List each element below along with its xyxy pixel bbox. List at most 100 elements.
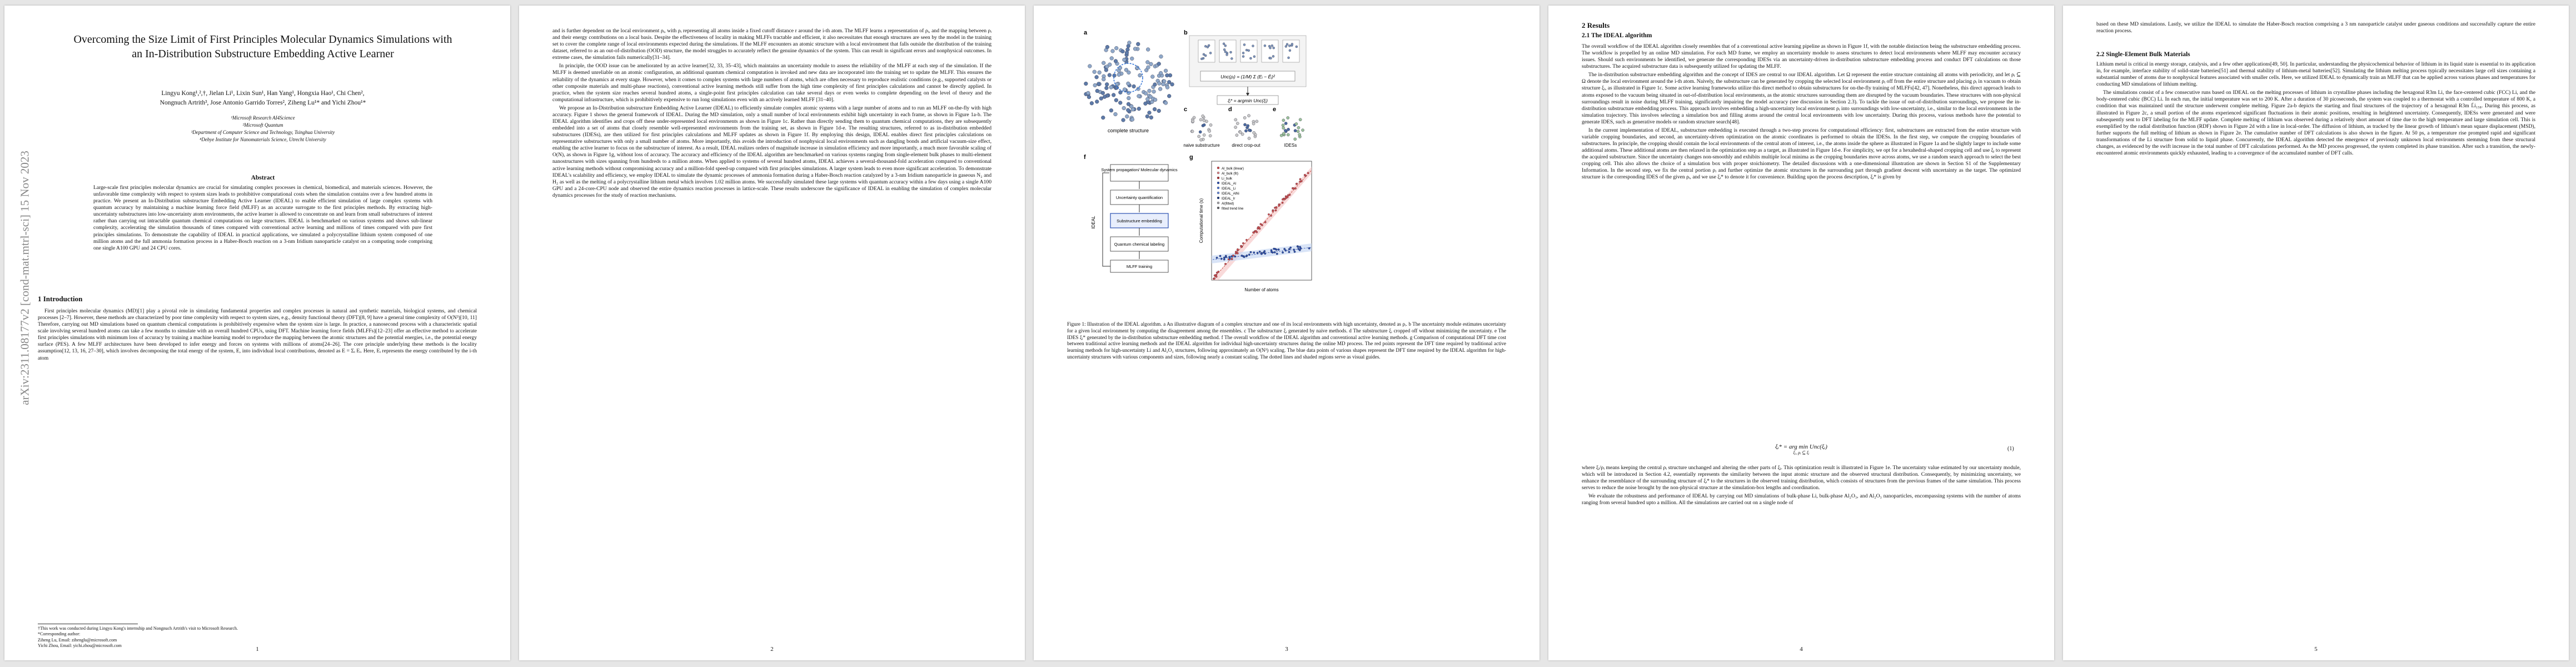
atom <box>1087 95 1092 99</box>
ensemble-model-box <box>1219 39 1237 63</box>
ensemble-atom <box>1247 49 1250 52</box>
ensemble-atom <box>1285 43 1289 46</box>
ideal-points <box>1215 245 1311 261</box>
traditional-point <box>1281 201 1284 204</box>
figure-1: a complete structure b Unc(ρᵢ) = (1/M) Σ… <box>1084 29 1312 292</box>
ideal-point <box>1264 252 1267 255</box>
footnotes: †This work was conducted during Lingyu K… <box>38 624 477 649</box>
atom <box>1104 68 1108 72</box>
ideal-point <box>1282 251 1284 254</box>
ensemble-models <box>1198 39 1300 63</box>
traditional-point <box>1237 248 1239 251</box>
substructure-atom <box>1202 123 1206 127</box>
author-list: Lingyu Kong¹,²,†, Jielan Li¹, Lixin Sun¹… <box>66 89 460 107</box>
ideal-point <box>1260 252 1263 255</box>
legend-marker <box>1217 186 1220 190</box>
atom <box>1165 85 1170 89</box>
ideal-point <box>1283 248 1286 250</box>
ideal-point <box>1277 248 1280 251</box>
legend-marker <box>1217 196 1220 200</box>
substructure-atom <box>1298 118 1302 122</box>
substructure-atom <box>1287 128 1290 131</box>
section-introduction-heading: 1 Introduction <box>38 295 83 303</box>
atom <box>1127 91 1131 95</box>
atom <box>1118 90 1123 94</box>
traditional-point <box>1215 271 1218 274</box>
atom <box>1101 116 1105 120</box>
traditional-point <box>1245 238 1248 241</box>
atom <box>1089 101 1094 106</box>
substructure-atom <box>1282 118 1285 122</box>
atom <box>1167 80 1172 84</box>
traditional-points <box>1213 172 1309 280</box>
ensemble-atom <box>1242 52 1245 54</box>
atom <box>1113 59 1118 63</box>
atom <box>1102 61 1106 65</box>
embed-formula: ξᵢ* = argmin Unc(ξᵢ) <box>1228 98 1268 103</box>
naive-substructure-atoms <box>1190 115 1213 142</box>
ensemble-atom <box>1270 44 1274 47</box>
legend-marker <box>1217 176 1220 180</box>
flow-loop-arrow <box>1102 172 1110 267</box>
page-number: 3 <box>1285 646 1288 653</box>
legend-entry: IDEAL_Al <box>1222 182 1236 186</box>
atom <box>1136 42 1140 46</box>
panel-f-label: f <box>1084 154 1086 161</box>
ideal-point <box>1308 247 1311 250</box>
panel-b-label: b <box>1184 29 1188 36</box>
substructure-atom <box>1293 137 1297 141</box>
substructure-atom <box>1246 124 1250 128</box>
atom <box>1145 114 1149 119</box>
substructure-atom <box>1294 122 1298 126</box>
arxiv-id-text: arXiv:2311.08177v2 [cond-mat.mtrl-sci] 1… <box>18 151 32 405</box>
panel-g-label: g <box>1189 154 1193 161</box>
substructure-atom <box>1208 130 1211 133</box>
substructure-atom <box>1282 132 1285 136</box>
flow-embedding-label: Substructure embedding <box>1117 218 1162 223</box>
ensemble-atom <box>1249 57 1252 60</box>
legend-marker <box>1217 166 1220 170</box>
ideal-point <box>1274 248 1277 250</box>
complete-structure-atoms <box>1084 41 1174 122</box>
atom <box>1163 68 1168 73</box>
atom <box>1105 82 1109 87</box>
ideal-point <box>1249 251 1252 253</box>
uncertainty-formula-box <box>1200 71 1296 82</box>
flow-box-md <box>1110 164 1169 182</box>
ideal-point <box>1225 256 1227 258</box>
substructure-atom <box>1201 115 1204 118</box>
atom <box>1099 96 1103 101</box>
local-environment-circle <box>1113 63 1143 93</box>
page5-paragraph-2: Lithium metal is critical in energy stor… <box>2096 61 2535 88</box>
ides-label: IDESs <box>1284 143 1297 148</box>
traditional-point <box>1292 187 1295 190</box>
atom <box>1136 87 1140 91</box>
atom <box>1108 62 1112 67</box>
atom <box>1146 65 1150 69</box>
uncertainty-formula: Unc(ρᵢ) = (1/M) Σ (Eᵢ − Ēᵢ)² <box>1220 74 1275 79</box>
ensemble-atom <box>1272 55 1275 58</box>
subsection-bulk-heading: 2.2 Single-Element Bulk Materials <box>2096 51 2190 58</box>
ideal-point <box>1220 257 1223 260</box>
atom <box>1133 47 1138 51</box>
flow-box-uncertainty <box>1110 190 1169 205</box>
equation-1-body: ξᵢ* = arg min Unc(ξᵢ) <box>1775 444 1827 450</box>
equation-1: ξᵢ* = arg min Unc(ξᵢ) ξᵢ, ρᵢ ⊆ ξᵢ <box>1715 444 1887 455</box>
ensemble-atom <box>1269 57 1272 59</box>
atom <box>1088 64 1092 68</box>
ensemble-atom <box>1243 43 1246 46</box>
atom <box>1127 41 1132 45</box>
affiliation-3: ³Department of Computer Science and Tech… <box>191 130 335 136</box>
substructure-atom <box>1202 133 1206 137</box>
atom <box>1127 96 1131 101</box>
ideal-point <box>1288 248 1291 251</box>
atom <box>1158 87 1163 91</box>
atom <box>1149 62 1153 66</box>
ensemble-atom <box>1206 46 1209 48</box>
panel-c-label: c <box>1184 106 1187 113</box>
flow-md-label: System propagation/ Molecular dynamics <box>1101 167 1177 172</box>
substructure-atom <box>1279 133 1283 137</box>
atom <box>1147 111 1152 115</box>
ideal-point <box>1297 247 1300 250</box>
atom <box>1157 108 1161 113</box>
